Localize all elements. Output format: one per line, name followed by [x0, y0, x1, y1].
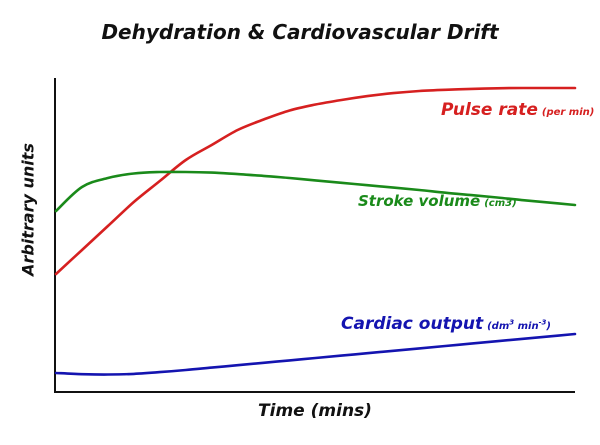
legend-stroke-volume-name: Stroke volume: [358, 192, 481, 210]
legend-cardiac-output-name: Cardiac output: [341, 314, 484, 334]
legend-stroke-volume-unit: (cm3): [484, 198, 517, 209]
legend-pulse-rate-unit: (per min): [541, 107, 595, 118]
y-axis-label: Arbitrary units: [18, 143, 38, 276]
chart-title: Dehydration & Cardiovascular Drift: [101, 20, 499, 44]
legend-cardiac-output-unit: (dm3 min-3): [487, 318, 551, 332]
legend-pulse-rate-name: Pulse rate: [441, 100, 538, 120]
legend-cardiac-output: Cardiac output (dm3 min-3): [341, 314, 551, 334]
series-line-pulse-rate: [54, 86, 577, 276]
legend-pulse-rate: Pulse rate (per min): [441, 100, 594, 120]
legend-stroke-volume: Stroke volume (cm3): [358, 192, 517, 210]
series-line-stroke-volume: [54, 170, 577, 213]
series-layer: [54, 86, 577, 376]
series-line-cardiac-output: [54, 332, 577, 376]
x-axis-label: Time (mins): [258, 401, 372, 421]
